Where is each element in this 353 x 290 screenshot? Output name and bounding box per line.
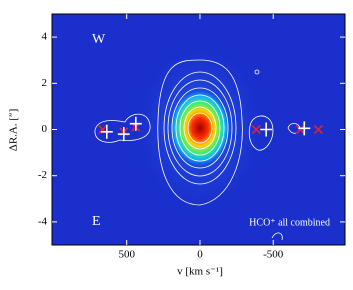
x-tick-label: 500 [118, 249, 135, 261]
y-tick-label: 4 [42, 31, 48, 43]
marker [129, 116, 142, 131]
marker [295, 124, 305, 135]
x-axis-label: v [km s⁻¹] [177, 266, 223, 278]
marker [313, 124, 323, 135]
y-axis-label: ΔR.A. [″] [8, 109, 20, 152]
annotation: W [92, 32, 106, 47]
y-tick-label: -2 [38, 169, 47, 181]
marker [260, 122, 273, 137]
y-tick-label: 0 [42, 123, 48, 135]
x-tick-label: 0 [197, 249, 203, 261]
marker [298, 121, 311, 136]
y-tick-label: -4 [38, 215, 48, 227]
marker [100, 124, 113, 139]
annotation: E [92, 214, 101, 229]
marker [251, 124, 261, 135]
marker [117, 127, 130, 142]
x-tick-label: -500 [263, 249, 284, 261]
annotation: HCO⁺ all combined [249, 217, 330, 228]
image [52, 14, 345, 245]
y-tick-label: 2 [42, 77, 48, 89]
